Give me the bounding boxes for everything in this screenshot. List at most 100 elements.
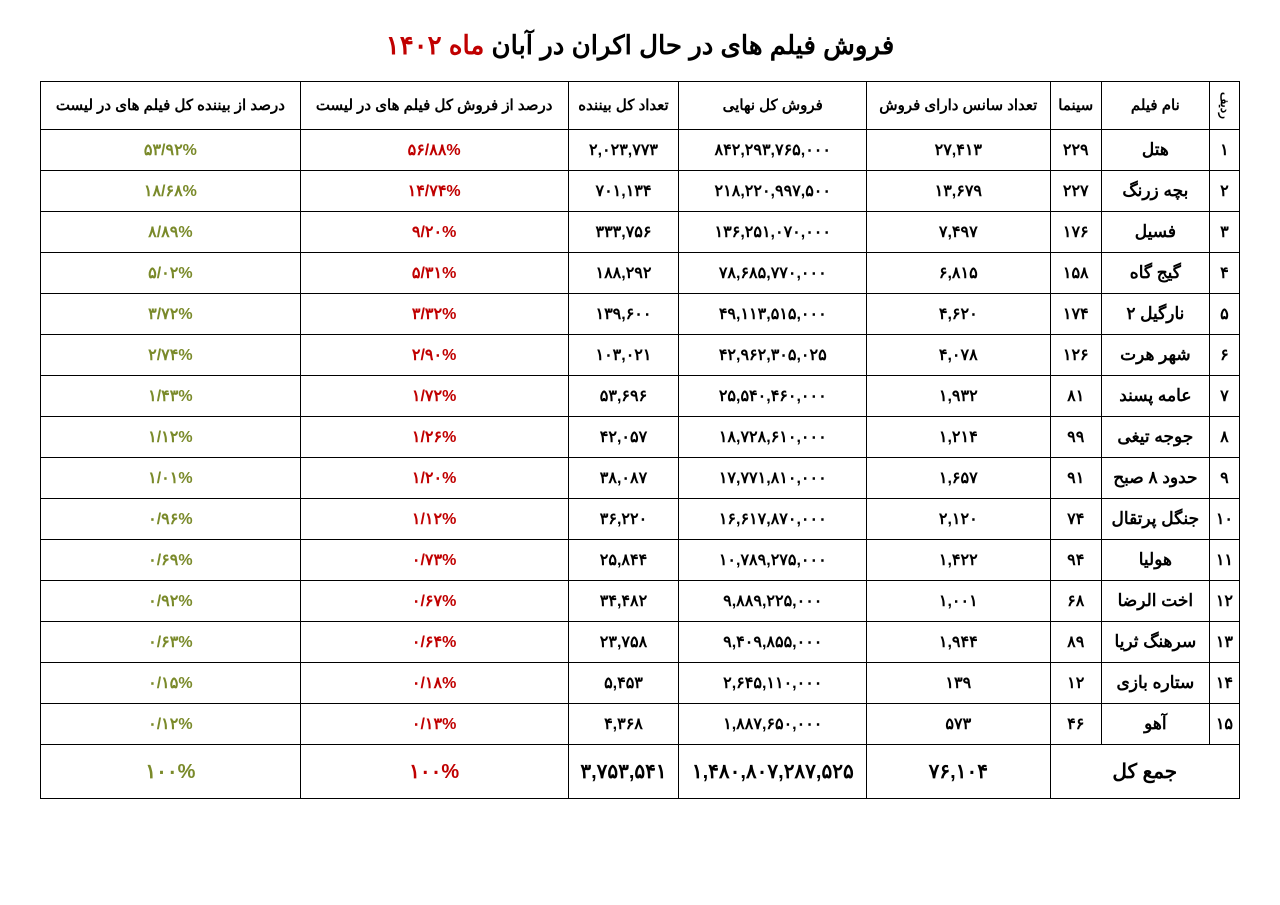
- cell-sessions: ۵۷۳: [867, 703, 1051, 744]
- cell-rank: ۵: [1209, 293, 1239, 334]
- cell-cinema: ۹۱: [1050, 457, 1101, 498]
- cell-pct-viewers: ۰/۶۹%: [41, 539, 301, 580]
- cell-movie: گیج گاه: [1101, 252, 1209, 293]
- table-row: ۱۳سرهنگ ثریا۸۹۱,۹۴۴۹,۴۰۹,۸۵۵,۰۰۰۲۳,۷۵۸۰/…: [41, 621, 1240, 662]
- title-main: فروش فیلم های در حال اکران در آبان: [492, 30, 895, 60]
- table-row: ۶شهر هرت۱۲۶۴,۰۷۸۴۲,۹۶۲,۳۰۵,۰۲۵۱۰۳,۰۲۱۲/۹…: [41, 334, 1240, 375]
- cell-rank: ۸: [1209, 416, 1239, 457]
- cell-cinema: ۷۴: [1050, 498, 1101, 539]
- cell-viewers: ۳۸,۰۸۷: [568, 457, 679, 498]
- cell-viewers: ۳۶,۲۲۰: [568, 498, 679, 539]
- cell-cinema: ۹۴: [1050, 539, 1101, 580]
- cell-pct-viewers: ۳/۷۲%: [41, 293, 301, 334]
- cell-cinema: ۱۲۶: [1050, 334, 1101, 375]
- cell-pct-sales: ۳/۳۲%: [300, 293, 568, 334]
- table-row: ۱۵آهو۴۶۵۷۳۱,۸۸۷,۶۵۰,۰۰۰۴,۳۶۸۰/۱۳%۰/۱۲%: [41, 703, 1240, 744]
- cell-sales: ۷۸,۶۸۵,۷۷۰,۰۰۰: [679, 252, 867, 293]
- cell-sessions: ۱۳,۶۷۹: [867, 170, 1051, 211]
- cell-viewers: ۳۴,۴۸۲: [568, 580, 679, 621]
- cell-rank: ۷: [1209, 375, 1239, 416]
- cell-sessions: ۱,۴۲۲: [867, 539, 1051, 580]
- cell-viewers: ۳۳۳,۷۵۶: [568, 211, 679, 252]
- cell-movie: جوجه تیغی: [1101, 416, 1209, 457]
- table-row: ۷عامه پسند۸۱۱,۹۳۲۲۵,۵۴۰,۴۶۰,۰۰۰۵۳,۶۹۶۱/۷…: [41, 375, 1240, 416]
- cell-cinema: ۴۶: [1050, 703, 1101, 744]
- cell-pct-sales: ۰/۶۴%: [300, 621, 568, 662]
- cell-pct-sales: ۱/۲۶%: [300, 416, 568, 457]
- cell-viewers: ۴۲,۰۵۷: [568, 416, 679, 457]
- cell-sessions: ۴,۰۷۸: [867, 334, 1051, 375]
- cell-rank: ۹: [1209, 457, 1239, 498]
- cell-rank: ۶: [1209, 334, 1239, 375]
- cell-movie: عامه پسند: [1101, 375, 1209, 416]
- cell-cinema: ۸۱: [1050, 375, 1101, 416]
- table-row: ۳فسیل۱۷۶۷,۴۹۷۱۳۶,۲۵۱,۰۷۰,۰۰۰۳۳۳,۷۵۶۹/۲۰%…: [41, 211, 1240, 252]
- cell-rank: ۱: [1209, 129, 1239, 170]
- cell-pct-sales: ۰/۱۳%: [300, 703, 568, 744]
- col-rank: ردیف: [1209, 82, 1239, 130]
- page-title: فروش فیلم های در حال اکران در آبان ماه ۱…: [40, 30, 1240, 61]
- cell-movie: ستاره بازی: [1101, 662, 1209, 703]
- cell-movie: سرهنگ ثریا: [1101, 621, 1209, 662]
- cell-cinema: ۸۹: [1050, 621, 1101, 662]
- cell-sales: ۲۵,۵۴۰,۴۶۰,۰۰۰: [679, 375, 867, 416]
- cell-pct-viewers: ۲/۷۴%: [41, 334, 301, 375]
- cell-pct-sales: ۰/۷۳%: [300, 539, 568, 580]
- cell-pct-viewers: ۰/۱۵%: [41, 662, 301, 703]
- cell-rank: ۴: [1209, 252, 1239, 293]
- col-movie: نام فیلم: [1101, 82, 1209, 130]
- cell-viewers: ۴,۳۶۸: [568, 703, 679, 744]
- cell-sessions: ۷,۴۹۷: [867, 211, 1051, 252]
- cell-pct-viewers: ۵/۰۲%: [41, 252, 301, 293]
- cell-sales: ۱۰,۷۸۹,۲۷۵,۰۰۰: [679, 539, 867, 580]
- cell-cinema: ۱۵۸: [1050, 252, 1101, 293]
- cell-cinema: ۹۹: [1050, 416, 1101, 457]
- cell-viewers: ۲,۰۲۳,۷۷۳: [568, 129, 679, 170]
- col-sales: فروش کل نهایی: [679, 82, 867, 130]
- table-row: ۵نارگیل ۲۱۷۴۴,۶۲۰۴۹,۱۱۳,۵۱۵,۰۰۰۱۳۹,۶۰۰۳/…: [41, 293, 1240, 334]
- cell-sales: ۲,۶۴۵,۱۱۰,۰۰۰: [679, 662, 867, 703]
- col-sessions: تعداد سانس دارای فروش: [867, 82, 1051, 130]
- cell-sales: ۱,۸۸۷,۶۵۰,۰۰۰: [679, 703, 867, 744]
- cell-movie: آهو: [1101, 703, 1209, 744]
- cell-pct-sales: ۱/۱۲%: [300, 498, 568, 539]
- title-accent: ماه ۱۴۰۲: [386, 30, 485, 60]
- cell-sales: ۱۶,۶۱۷,۸۷۰,۰۰۰: [679, 498, 867, 539]
- totals-viewers: ۳,۷۵۳,۵۴۱: [568, 744, 679, 798]
- cell-rank: ۱۰: [1209, 498, 1239, 539]
- cell-sales: ۹,۴۰۹,۸۵۵,۰۰۰: [679, 621, 867, 662]
- cell-sessions: ۱,۹۴۴: [867, 621, 1051, 662]
- cell-cinema: ۲۲۹: [1050, 129, 1101, 170]
- cell-sessions: ۱,۹۳۲: [867, 375, 1051, 416]
- table-row: ۱۰جنگل پرتقال۷۴۲,۱۲۰۱۶,۶۱۷,۸۷۰,۰۰۰۳۶,۲۲۰…: [41, 498, 1240, 539]
- cell-rank: ۱۳: [1209, 621, 1239, 662]
- cell-sessions: ۱,۲۱۴: [867, 416, 1051, 457]
- cell-sales: ۱۸,۷۲۸,۶۱۰,۰۰۰: [679, 416, 867, 457]
- cell-cinema: ۱۷۶: [1050, 211, 1101, 252]
- cell-movie: هولیا: [1101, 539, 1209, 580]
- cell-rank: ۱۴: [1209, 662, 1239, 703]
- cell-viewers: ۵۳,۶۹۶: [568, 375, 679, 416]
- cell-movie: نارگیل ۲: [1101, 293, 1209, 334]
- cell-rank: ۱۵: [1209, 703, 1239, 744]
- cell-movie: جنگل پرتقال: [1101, 498, 1209, 539]
- cell-cinema: ۱۲: [1050, 662, 1101, 703]
- totals-label: جمع کل: [1050, 744, 1239, 798]
- cell-viewers: ۲۳,۷۵۸: [568, 621, 679, 662]
- table-row: ۱۱هولیا۹۴۱,۴۲۲۱۰,۷۸۹,۲۷۵,۰۰۰۲۵,۸۴۴۰/۷۳%۰…: [41, 539, 1240, 580]
- cell-movie: حدود ۸ صبح: [1101, 457, 1209, 498]
- cell-movie: شهر هرت: [1101, 334, 1209, 375]
- cell-movie: بچه زرنگ: [1101, 170, 1209, 211]
- cell-pct-sales: ۵۶/۸۸%: [300, 129, 568, 170]
- cell-movie: اخت الرضا: [1101, 580, 1209, 621]
- col-cinema: سینما: [1050, 82, 1101, 130]
- cell-cinema: ۲۲۷: [1050, 170, 1101, 211]
- cell-rank: ۳: [1209, 211, 1239, 252]
- cell-sales: ۹,۸۸۹,۲۲۵,۰۰۰: [679, 580, 867, 621]
- cell-cinema: ۶۸: [1050, 580, 1101, 621]
- cell-pct-viewers: ۰/۱۲%: [41, 703, 301, 744]
- cell-pct-sales: ۹/۲۰%: [300, 211, 568, 252]
- cell-sessions: ۲,۱۲۰: [867, 498, 1051, 539]
- cell-viewers: ۱۸۸,۲۹۲: [568, 252, 679, 293]
- cell-cinema: ۱۷۴: [1050, 293, 1101, 334]
